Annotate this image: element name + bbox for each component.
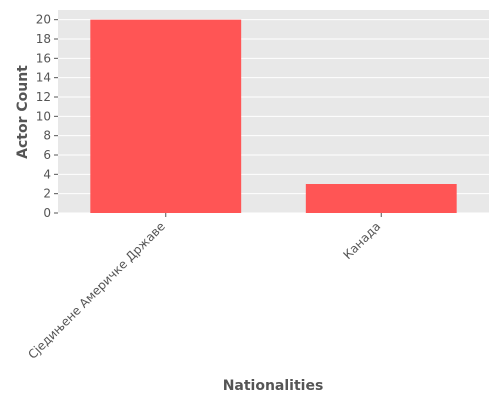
x-tick-label: Канада (340, 219, 383, 262)
y-tick-label: 12 (36, 90, 51, 104)
x-axis-title: Nationalities (223, 378, 324, 394)
bar (90, 19, 242, 213)
x-tick-label: Сједињене Америчке Државе (25, 219, 168, 362)
y-axis: 0 2 4 6 8 10 12 14 16 18 20 (36, 13, 58, 220)
y-tick-label: 2 (43, 187, 51, 201)
y-axis-title: Actor Count (15, 65, 31, 159)
y-tick-label: 8 (43, 129, 51, 143)
y-tick-label: 18 (36, 32, 51, 46)
y-tick-label: 20 (36, 13, 51, 27)
y-tick-label: 16 (36, 51, 51, 65)
bars (90, 19, 457, 213)
bar (305, 184, 457, 213)
y-tick-label: 0 (43, 206, 51, 220)
x-axis: Сједињене Америчке Државе Канада (25, 213, 383, 362)
y-tick-label: 14 (36, 71, 51, 85)
y-tick-label: 6 (43, 148, 51, 162)
y-tick-label: 4 (43, 167, 51, 181)
y-tick-label: 10 (36, 109, 51, 123)
